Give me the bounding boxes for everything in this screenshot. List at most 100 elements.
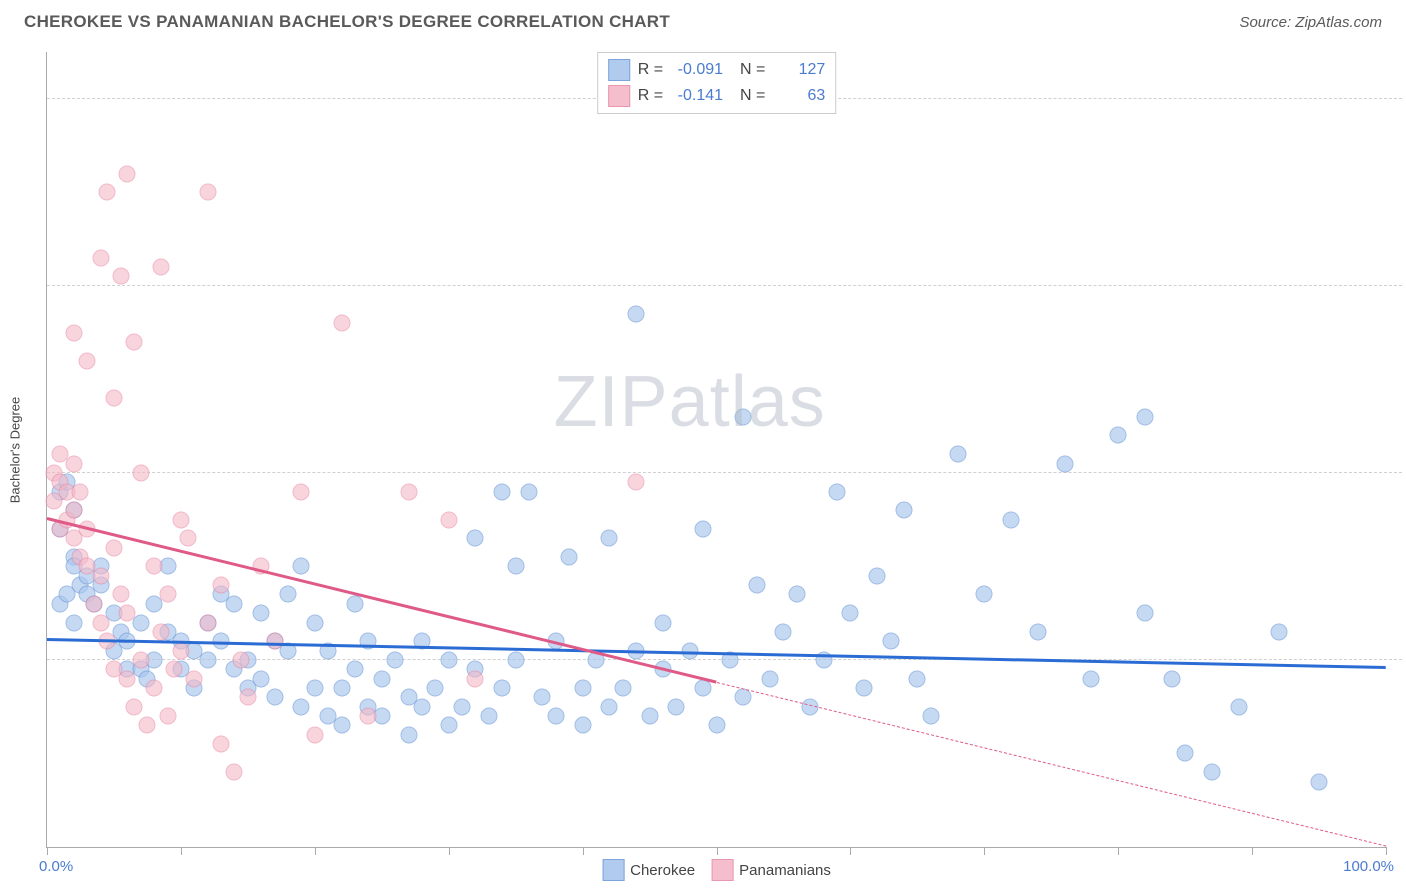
point-cherokee [842,605,859,622]
point-panamanian [400,483,417,500]
point-cherokee [1136,605,1153,622]
point-cherokee [922,708,939,725]
point-cherokee [253,605,270,622]
point-cherokee [373,670,390,687]
point-cherokee [413,698,430,715]
point-panamanian [132,464,149,481]
point-panamanian [119,670,136,687]
point-cherokee [333,680,350,697]
point-cherokee [1270,623,1287,640]
y-tick-label: 40.0% [1400,455,1406,472]
point-cherokee [306,680,323,697]
point-cherokee [534,689,551,706]
source-label: Source: ZipAtlas.com [1239,14,1382,31]
x-tick [1386,847,1387,855]
point-panamanian [85,595,102,612]
point-cherokee [59,586,76,603]
point-cherokee [748,577,765,594]
chart-area: ZIPatlas Bachelor's Degree R =-0.091 N =… [46,52,1386,848]
r-value-panamanians: -0.141 [671,87,723,105]
point-cherokee [574,717,591,734]
legend-label-cherokee: Cherokee [630,862,695,879]
point-cherokee [668,698,685,715]
n-value-panamanians: 63 [773,87,825,105]
point-cherokee [1136,408,1153,425]
point-cherokee [708,717,725,734]
point-panamanian [146,680,163,697]
x-tick [583,847,584,855]
point-cherokee [440,651,457,668]
point-panamanian [112,586,129,603]
point-cherokee [614,680,631,697]
point-cherokee [601,698,618,715]
point-cherokee [454,698,471,715]
point-panamanian [199,614,216,631]
n-value-cherokee: 127 [773,61,825,79]
legend-row-cherokee: R =-0.091 N =127 [608,57,826,83]
point-panamanian [159,586,176,603]
y-tick-label: 60.0% [1400,268,1406,285]
point-panamanian [226,764,243,781]
point-panamanian [172,511,189,528]
point-cherokee [949,446,966,463]
swatch-panamanians-icon [711,859,733,881]
point-panamanian [233,651,250,668]
point-cherokee [306,614,323,631]
point-cherokee [1230,698,1247,715]
point-cherokee [695,521,712,538]
point-panamanian [152,259,169,276]
point-panamanian [126,698,143,715]
x-tick [449,847,450,855]
point-panamanian [92,614,109,631]
point-cherokee [829,483,846,500]
point-panamanian [79,352,96,369]
point-cherokee [226,595,243,612]
point-panamanian [440,511,457,528]
legend-label-panamanians: Panamanians [739,862,831,879]
point-panamanian [306,726,323,743]
point-cherokee [293,698,310,715]
point-cherokee [909,670,926,687]
point-cherokee [561,549,578,566]
point-cherokee [480,708,497,725]
point-panamanian [139,717,156,734]
swatch-cherokee-icon [602,859,624,881]
point-cherokee [280,586,297,603]
point-panamanian [467,670,484,687]
point-cherokee [346,595,363,612]
legend-item-panamanians: Panamanians [711,859,831,881]
point-cherokee [1056,455,1073,472]
x-tick [850,847,851,855]
x-tick [47,847,48,855]
point-cherokee [521,483,538,500]
point-cherokee [1029,623,1046,640]
x-tick [1252,847,1253,855]
gridline [47,472,1402,473]
x-tick [717,847,718,855]
point-panamanian [72,483,89,500]
point-cherokee [1110,427,1127,444]
point-cherokee [574,680,591,697]
point-cherokee [199,651,216,668]
point-panamanian [92,249,109,266]
point-cherokee [735,689,752,706]
point-cherokee [346,661,363,678]
y-tick-label: 80.0% [1400,81,1406,98]
point-cherokee [895,502,912,519]
point-panamanian [159,708,176,725]
x-tick [181,847,182,855]
legend-row-panamanians: R =-0.141 N =63 [608,83,826,109]
point-panamanian [105,390,122,407]
x-tick [1118,847,1119,855]
point-cherokee [641,708,658,725]
point-cherokee [762,670,779,687]
trend-line [716,682,1386,847]
point-panamanian [132,651,149,668]
y-axis-label: Bachelor's Degree [8,396,23,503]
point-cherokee [628,305,645,322]
point-cherokee [1003,511,1020,528]
point-cherokee [387,651,404,668]
point-panamanian [293,483,310,500]
point-cherokee [1203,764,1220,781]
gridline [47,285,1402,286]
